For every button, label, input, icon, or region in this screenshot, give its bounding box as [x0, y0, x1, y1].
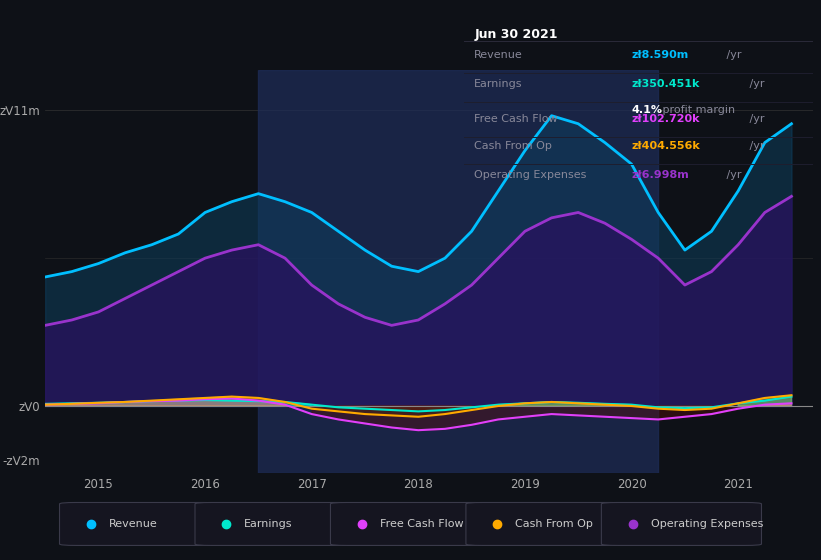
FancyBboxPatch shape: [601, 502, 762, 545]
FancyBboxPatch shape: [59, 502, 220, 545]
Text: Revenue: Revenue: [108, 519, 158, 529]
Text: Earnings: Earnings: [475, 80, 523, 90]
Text: /yr: /yr: [723, 50, 742, 60]
Text: Free Cash Flow: Free Cash Flow: [380, 519, 463, 529]
FancyBboxPatch shape: [466, 502, 626, 545]
Text: zł102.720k: zł102.720k: [631, 114, 699, 124]
Text: Revenue: Revenue: [475, 50, 523, 60]
Text: Jun 30 2021: Jun 30 2021: [475, 29, 557, 41]
Text: /yr: /yr: [746, 141, 765, 151]
Text: profit margin: profit margin: [659, 105, 736, 115]
Text: Operating Expenses: Operating Expenses: [475, 170, 587, 180]
Text: Cash From Op: Cash From Op: [516, 519, 593, 529]
Text: 4.1%: 4.1%: [631, 105, 663, 115]
Text: /yr: /yr: [746, 80, 765, 90]
Text: Operating Expenses: Operating Expenses: [650, 519, 763, 529]
Text: /yr: /yr: [723, 170, 742, 180]
Text: Earnings: Earnings: [245, 519, 293, 529]
Text: zł404.556k: zł404.556k: [631, 141, 700, 151]
FancyBboxPatch shape: [195, 502, 355, 545]
Text: Cash From Op: Cash From Op: [475, 141, 553, 151]
Text: zł8.590m: zł8.590m: [631, 50, 689, 60]
Text: zł6.998m: zł6.998m: [631, 170, 689, 180]
Text: zł350.451k: zł350.451k: [631, 80, 699, 90]
Bar: [259, 70, 658, 473]
Text: /yr: /yr: [746, 114, 765, 124]
FancyBboxPatch shape: [330, 502, 491, 545]
Text: Free Cash Flow: Free Cash Flow: [475, 114, 558, 124]
